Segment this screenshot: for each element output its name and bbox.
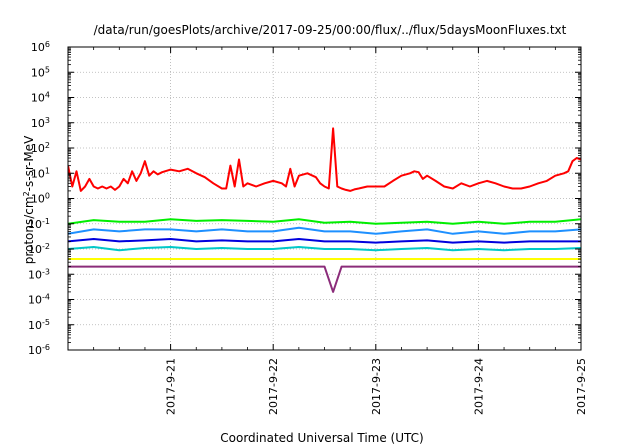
y-tick-label: 100: [31, 191, 50, 206]
y-tick-label: 10-4: [28, 292, 50, 307]
y-axis-label: protons/cm2-s-sr-MeV: [22, 135, 37, 264]
series-line: [68, 265, 581, 293]
y-tick-labels: 10-6 10-5 10-4 10-3 10-2 10-1 100 101 102 103 104 1…: [28, 40, 50, 358]
svg-text:protons/cm2-s-sr-MeV: protons/cm2-s-sr-MeV: [22, 135, 37, 264]
y-tick-label: 10-2: [28, 242, 50, 257]
x-tick-label: 2017-9-24: [472, 358, 485, 415]
y-tick-label: 101: [31, 166, 50, 181]
y-tick-label: 10-5: [28, 317, 50, 332]
series-line: [68, 127, 581, 192]
y-tick-label: 10-1: [28, 216, 50, 231]
y-tick-label: 10-3: [28, 267, 50, 282]
y-axis-label-base: protons/cm: [22, 196, 36, 264]
y-tick-label: 103: [31, 115, 50, 130]
x-tick-label: 2017-9-23: [370, 358, 383, 415]
plot-frame: [67, 46, 582, 351]
y-tick-label: 10-6: [28, 343, 50, 358]
y-tick-label: 102: [31, 141, 50, 156]
series-layer: [68, 127, 581, 293]
series-line: [68, 218, 581, 225]
series-line: [68, 246, 581, 252]
y-tick-label: 106: [31, 40, 50, 55]
y-tick-label: 105: [31, 65, 50, 80]
chart-title: /data/run/goesPlots/archive/2017-09-25/0…: [94, 23, 567, 37]
x-tick-label: 2017-9-22: [267, 358, 280, 415]
x-tick-label: 2017-9-21: [165, 358, 178, 415]
y-axis-label-rest: -s-sr-MeV: [22, 135, 36, 191]
x-tick-label: 2017-9-25: [575, 358, 588, 415]
y-tick-label: 104: [31, 90, 50, 105]
x-axis-label: Coordinated Universal Time (UTC): [220, 431, 423, 445]
tick-marks: [68, 46, 582, 351]
series-line: [68, 238, 581, 244]
x-tick-labels: 2017-9-21 2017-9-22 2017-9-23 2017-9-24 2017…: [165, 358, 588, 415]
series-line: [68, 226, 581, 235]
y-axis-label-sup: 2: [22, 191, 31, 196]
grid-lines: [68, 46, 582, 351]
